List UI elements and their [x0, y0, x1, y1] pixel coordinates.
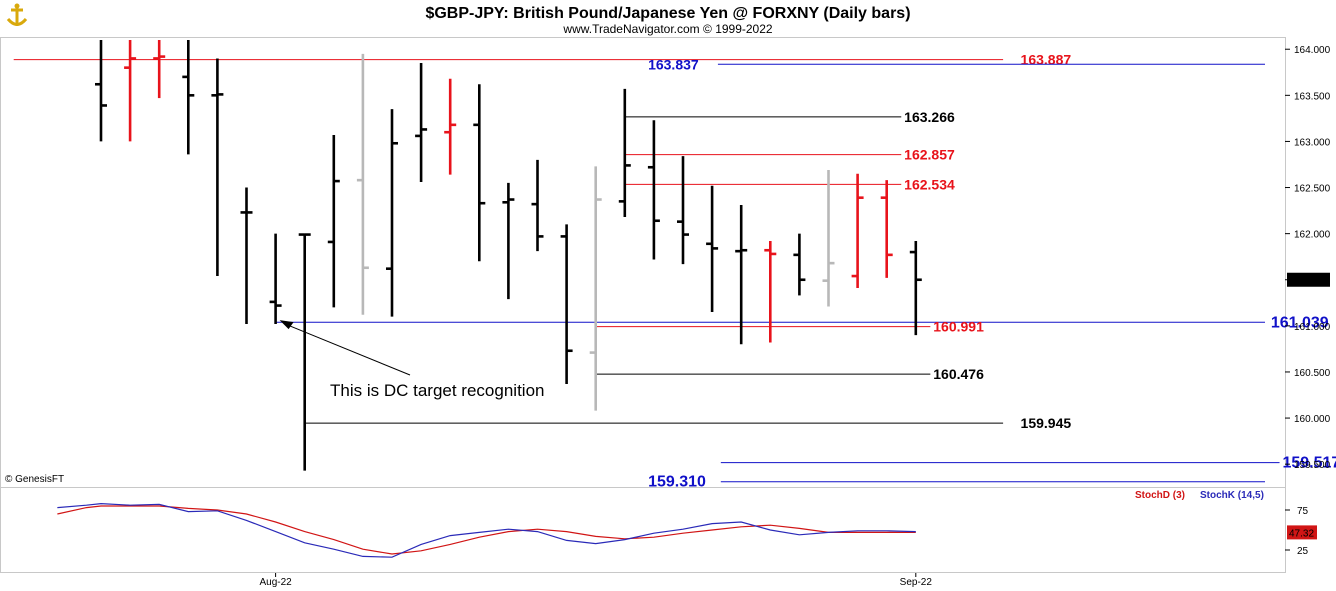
- ohlc-bar: [473, 84, 486, 262]
- stoch-line: [57, 505, 916, 555]
- price-panel: [0, 37, 1286, 488]
- level-label: 160.476: [933, 366, 984, 382]
- ohlc-bar: [269, 233, 282, 325]
- ohlc-bar: [764, 241, 777, 343]
- stoch-last-box: [1287, 525, 1317, 540]
- ohlc-bar: [386, 109, 398, 317]
- ohlc-bar: [444, 78, 457, 175]
- level-lines: 163.887 163.837 163.266 162.857 162.534 161.0…: [13, 52, 1336, 491]
- ohlc-bar: [327, 134, 340, 308]
- ohlc-bar: [589, 166, 602, 411]
- axis-tick-label: 162.000: [1294, 230, 1331, 241]
- date-label: Sep-22: [900, 577, 933, 588]
- ohlc-bar: [880, 180, 893, 278]
- chart-title: $GBP-JPY: British Pound/Japanese Yen @ F…: [425, 5, 910, 22]
- date-label: Aug-22: [259, 577, 292, 588]
- level-label: 162.857: [904, 147, 955, 163]
- stoch-line: [57, 502, 916, 558]
- copyright-label: © GenesisFT: [5, 474, 64, 485]
- level-label: 163.266: [904, 109, 955, 125]
- level-label: 161.039: [1271, 314, 1329, 331]
- stoch-tick-label: 25: [1297, 546, 1309, 557]
- level-label: 159.945: [1021, 415, 1072, 431]
- ohlc-bar: [124, 40, 137, 142]
- stoch-legend: StochD (3) StochK (14,5): [1135, 490, 1264, 501]
- ohlc-bar: [95, 40, 107, 142]
- stoch-panel: [0, 487, 1286, 573]
- ohlc-bar: [153, 40, 166, 99]
- ohlc-bar: [211, 58, 224, 277]
- level-label: 163.837: [648, 56, 699, 72]
- axis-tick-label: 159.500: [1294, 460, 1331, 471]
- stoch-tick-label: 75: [1297, 506, 1309, 517]
- price-bars: [95, 40, 922, 471]
- stoch-axis: 75 25 47.32: [1285, 506, 1317, 557]
- stoch-last-label: 47.32: [1289, 528, 1314, 539]
- level-label: 163.887: [1021, 52, 1072, 68]
- date-axis: Aug-22 Sep-22: [259, 573, 932, 588]
- level-label: 160.991: [933, 319, 984, 335]
- ohlc-bar: [531, 159, 544, 252]
- ohlc-bar: [793, 233, 806, 296]
- chart-subtitle: www.TradeNavigator.com © 1999-2022: [562, 22, 772, 36]
- ohlc-bar: [822, 170, 835, 307]
- ohlc-bar: [851, 173, 864, 289]
- axis-tick-label: 160.500: [1294, 368, 1331, 379]
- ohlc-bar: [706, 185, 719, 313]
- axis-tick-label: 160.000: [1294, 414, 1331, 425]
- annotation-text: This is DC target recognition: [330, 381, 544, 400]
- axis-tick-label: 163.500: [1294, 91, 1331, 102]
- legend-stochd: StochD (3): [1135, 490, 1185, 501]
- annotation-arrow: [285, 323, 411, 376]
- ohlc-bar: [560, 224, 573, 384]
- axis-tick-label: 163.000: [1294, 137, 1331, 148]
- anchor-logo-icon: [3, 3, 31, 31]
- ohlc-bar: [618, 88, 631, 218]
- ohlc-bar: [415, 63, 428, 183]
- ohlc-bar: [647, 120, 660, 260]
- price-axis: 164.000 163.500 163.000 162.500 162.000 161.5…: [1285, 45, 1331, 471]
- arrow-head-icon: [279, 320, 294, 330]
- ohlc-bar: [909, 241, 922, 336]
- last-price-label: 161.501: [1290, 276, 1327, 287]
- ohlc-bar: [240, 187, 253, 325]
- annotation: This is DC target recognition: [279, 320, 544, 400]
- stochastic-lines: [57, 502, 916, 558]
- axis-tick-label: 162.500: [1294, 184, 1331, 195]
- axis-tick-label: 164.000: [1294, 45, 1331, 56]
- ohlc-bar: [298, 233, 311, 471]
- last-price-box: [1287, 272, 1330, 287]
- ohlc-bar: [735, 205, 748, 345]
- level-label: 159.310: [648, 474, 706, 491]
- axis-tick-label: 161.000: [1294, 322, 1331, 333]
- ohlc-bar: [677, 156, 689, 265]
- ohlc-bar: [182, 40, 195, 155]
- level-label: 159.517: [1282, 455, 1336, 472]
- ohlc-bar: [356, 53, 369, 315]
- level-label: 162.534: [904, 176, 955, 192]
- ohlc-bar: [502, 182, 515, 300]
- legend-stochk: StochK (14,5): [1200, 490, 1264, 501]
